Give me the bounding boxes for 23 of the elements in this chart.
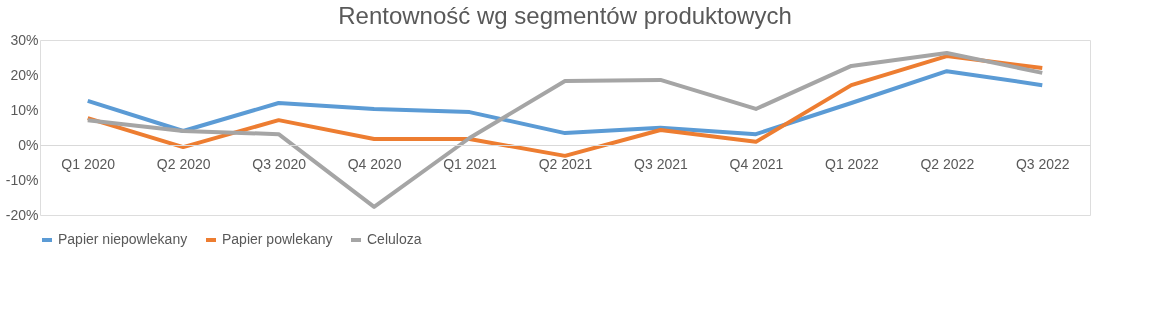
x-tick-label: Q1 2020 xyxy=(61,155,116,172)
line-series xyxy=(85,69,1045,137)
x-tick-label: Q2 2021 xyxy=(538,155,593,172)
x-tick-label: Q4 2020 xyxy=(347,155,402,172)
x-tick-label: Q3 2021 xyxy=(634,155,689,172)
y-tick-label: -20% xyxy=(5,206,39,223)
y-tick-label: 20% xyxy=(10,66,39,83)
x-tick-label: Q1 2021 xyxy=(443,155,498,172)
y-tick-label: -10% xyxy=(5,171,39,188)
x-tick-label: Q1 2022 xyxy=(825,155,879,172)
x-tick-label: Q3 2022 xyxy=(1015,155,1070,172)
legend-label: Papier powlekany xyxy=(222,231,333,247)
legend-label: Papier niepowlekany xyxy=(58,231,188,247)
x-tick-label: Q2 2020 xyxy=(156,155,211,172)
x-tick-label: Q4 2021 xyxy=(729,155,784,172)
x-tick-label: Q2 2022 xyxy=(920,155,975,172)
legend-label: Celuloza xyxy=(367,231,422,247)
x-tick-label: Q3 2020 xyxy=(252,155,307,172)
y-tick-label: 30% xyxy=(10,31,39,48)
y-tick-label: 10% xyxy=(10,101,39,118)
line-series xyxy=(85,54,1045,158)
chart-title: Rentowność wg segmentów produktowych xyxy=(338,2,792,29)
y-tick-label: 0% xyxy=(18,136,39,153)
